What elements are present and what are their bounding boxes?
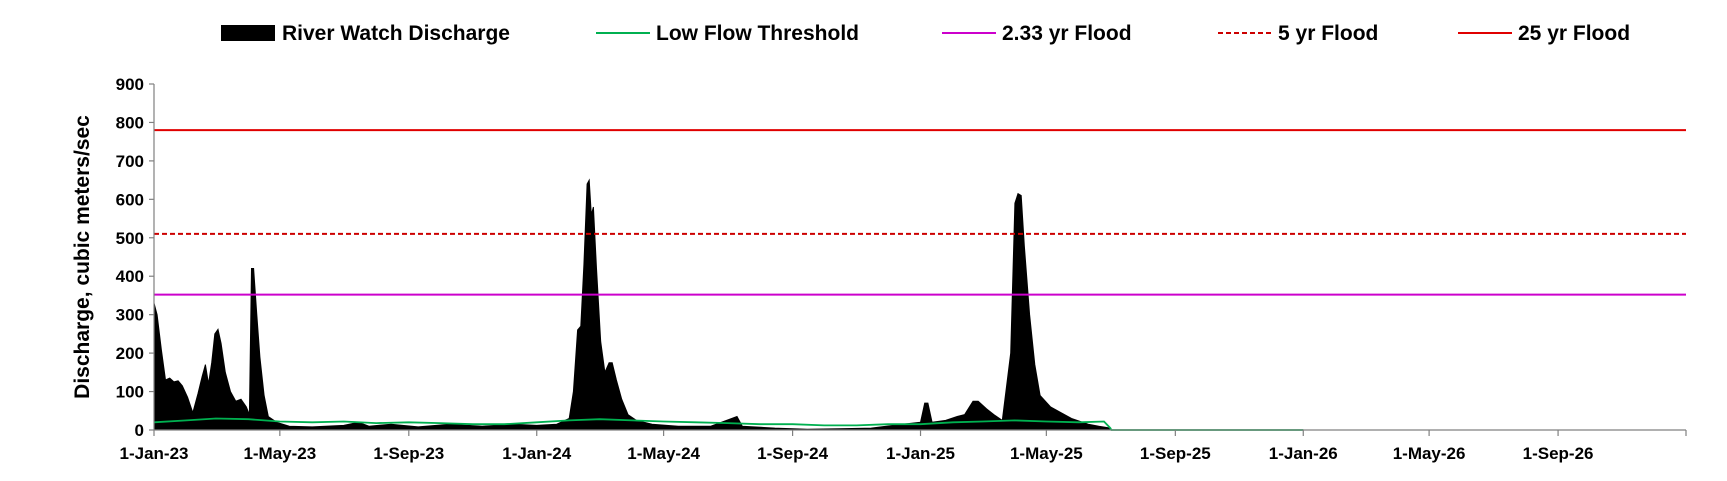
- legend: River Watch Discharge Low Flow Threshold…: [221, 22, 1630, 45]
- plot-area: 0 100 200 300 400 500 600 700 800 900 1-Jan-23 1-Ma…: [116, 75, 1687, 463]
- legend-item-discharge: River Watch Discharge: [221, 22, 510, 45]
- y-tick-label: 0: [135, 421, 144, 440]
- x-tick-label: 1-Jan-25: [886, 444, 955, 463]
- x-tick-label: 1-Sep-25: [1140, 444, 1211, 463]
- legend-item-flood-2-33yr: 2.33 yr Flood: [942, 22, 1132, 45]
- x-tick-label: 1-Sep-23: [373, 444, 444, 463]
- series-discharge-area: [153, 178, 1111, 431]
- y-tick-label: 200: [116, 344, 144, 363]
- y-tick-label: 700: [116, 152, 144, 171]
- x-tick-label: 1-May-26: [1393, 444, 1466, 463]
- legend-item-flood-25yr: 25 yr Flood: [1458, 22, 1630, 45]
- legend-swatch-discharge: [221, 25, 275, 41]
- legend-label-low-flow: Low Flow Threshold: [656, 22, 859, 45]
- legend-label-flood-25yr: 25 yr Flood: [1518, 22, 1630, 45]
- y-tick-label: 800: [116, 113, 144, 132]
- y-tick-label: 900: [116, 75, 144, 94]
- y-tick-label: 300: [116, 306, 144, 325]
- x-tick-label: 1-Jan-23: [120, 444, 189, 463]
- legend-label-flood-2-33yr: 2.33 yr Flood: [1002, 22, 1132, 45]
- x-tick-label: 1-Sep-26: [1523, 444, 1594, 463]
- legend-item-low-flow: Low Flow Threshold: [596, 22, 859, 45]
- x-tick-label: 1-May-24: [627, 444, 700, 463]
- y-axis-title: Discharge, cubic meters/sec: [71, 115, 94, 399]
- legend-label-flood-5yr: 5 yr Flood: [1278, 22, 1378, 45]
- y-tick-label: 100: [116, 383, 144, 402]
- x-tick-label: 1-Sep-24: [757, 444, 828, 463]
- x-tick-label: 1-Jan-26: [1269, 444, 1338, 463]
- legend-label-discharge: River Watch Discharge: [282, 22, 510, 45]
- x-tick-label: 1-Jan-24: [502, 444, 572, 463]
- x-tick-label: 1-May-23: [243, 444, 316, 463]
- series-low-flow-line: [153, 417, 1304, 431]
- legend-item-flood-5yr: 5 yr Flood: [1218, 22, 1378, 45]
- y-tick-label: 600: [116, 190, 144, 209]
- x-tick-label: 1-May-25: [1010, 444, 1083, 463]
- y-tick-label: 400: [116, 267, 144, 286]
- y-tick-label: 500: [116, 229, 144, 248]
